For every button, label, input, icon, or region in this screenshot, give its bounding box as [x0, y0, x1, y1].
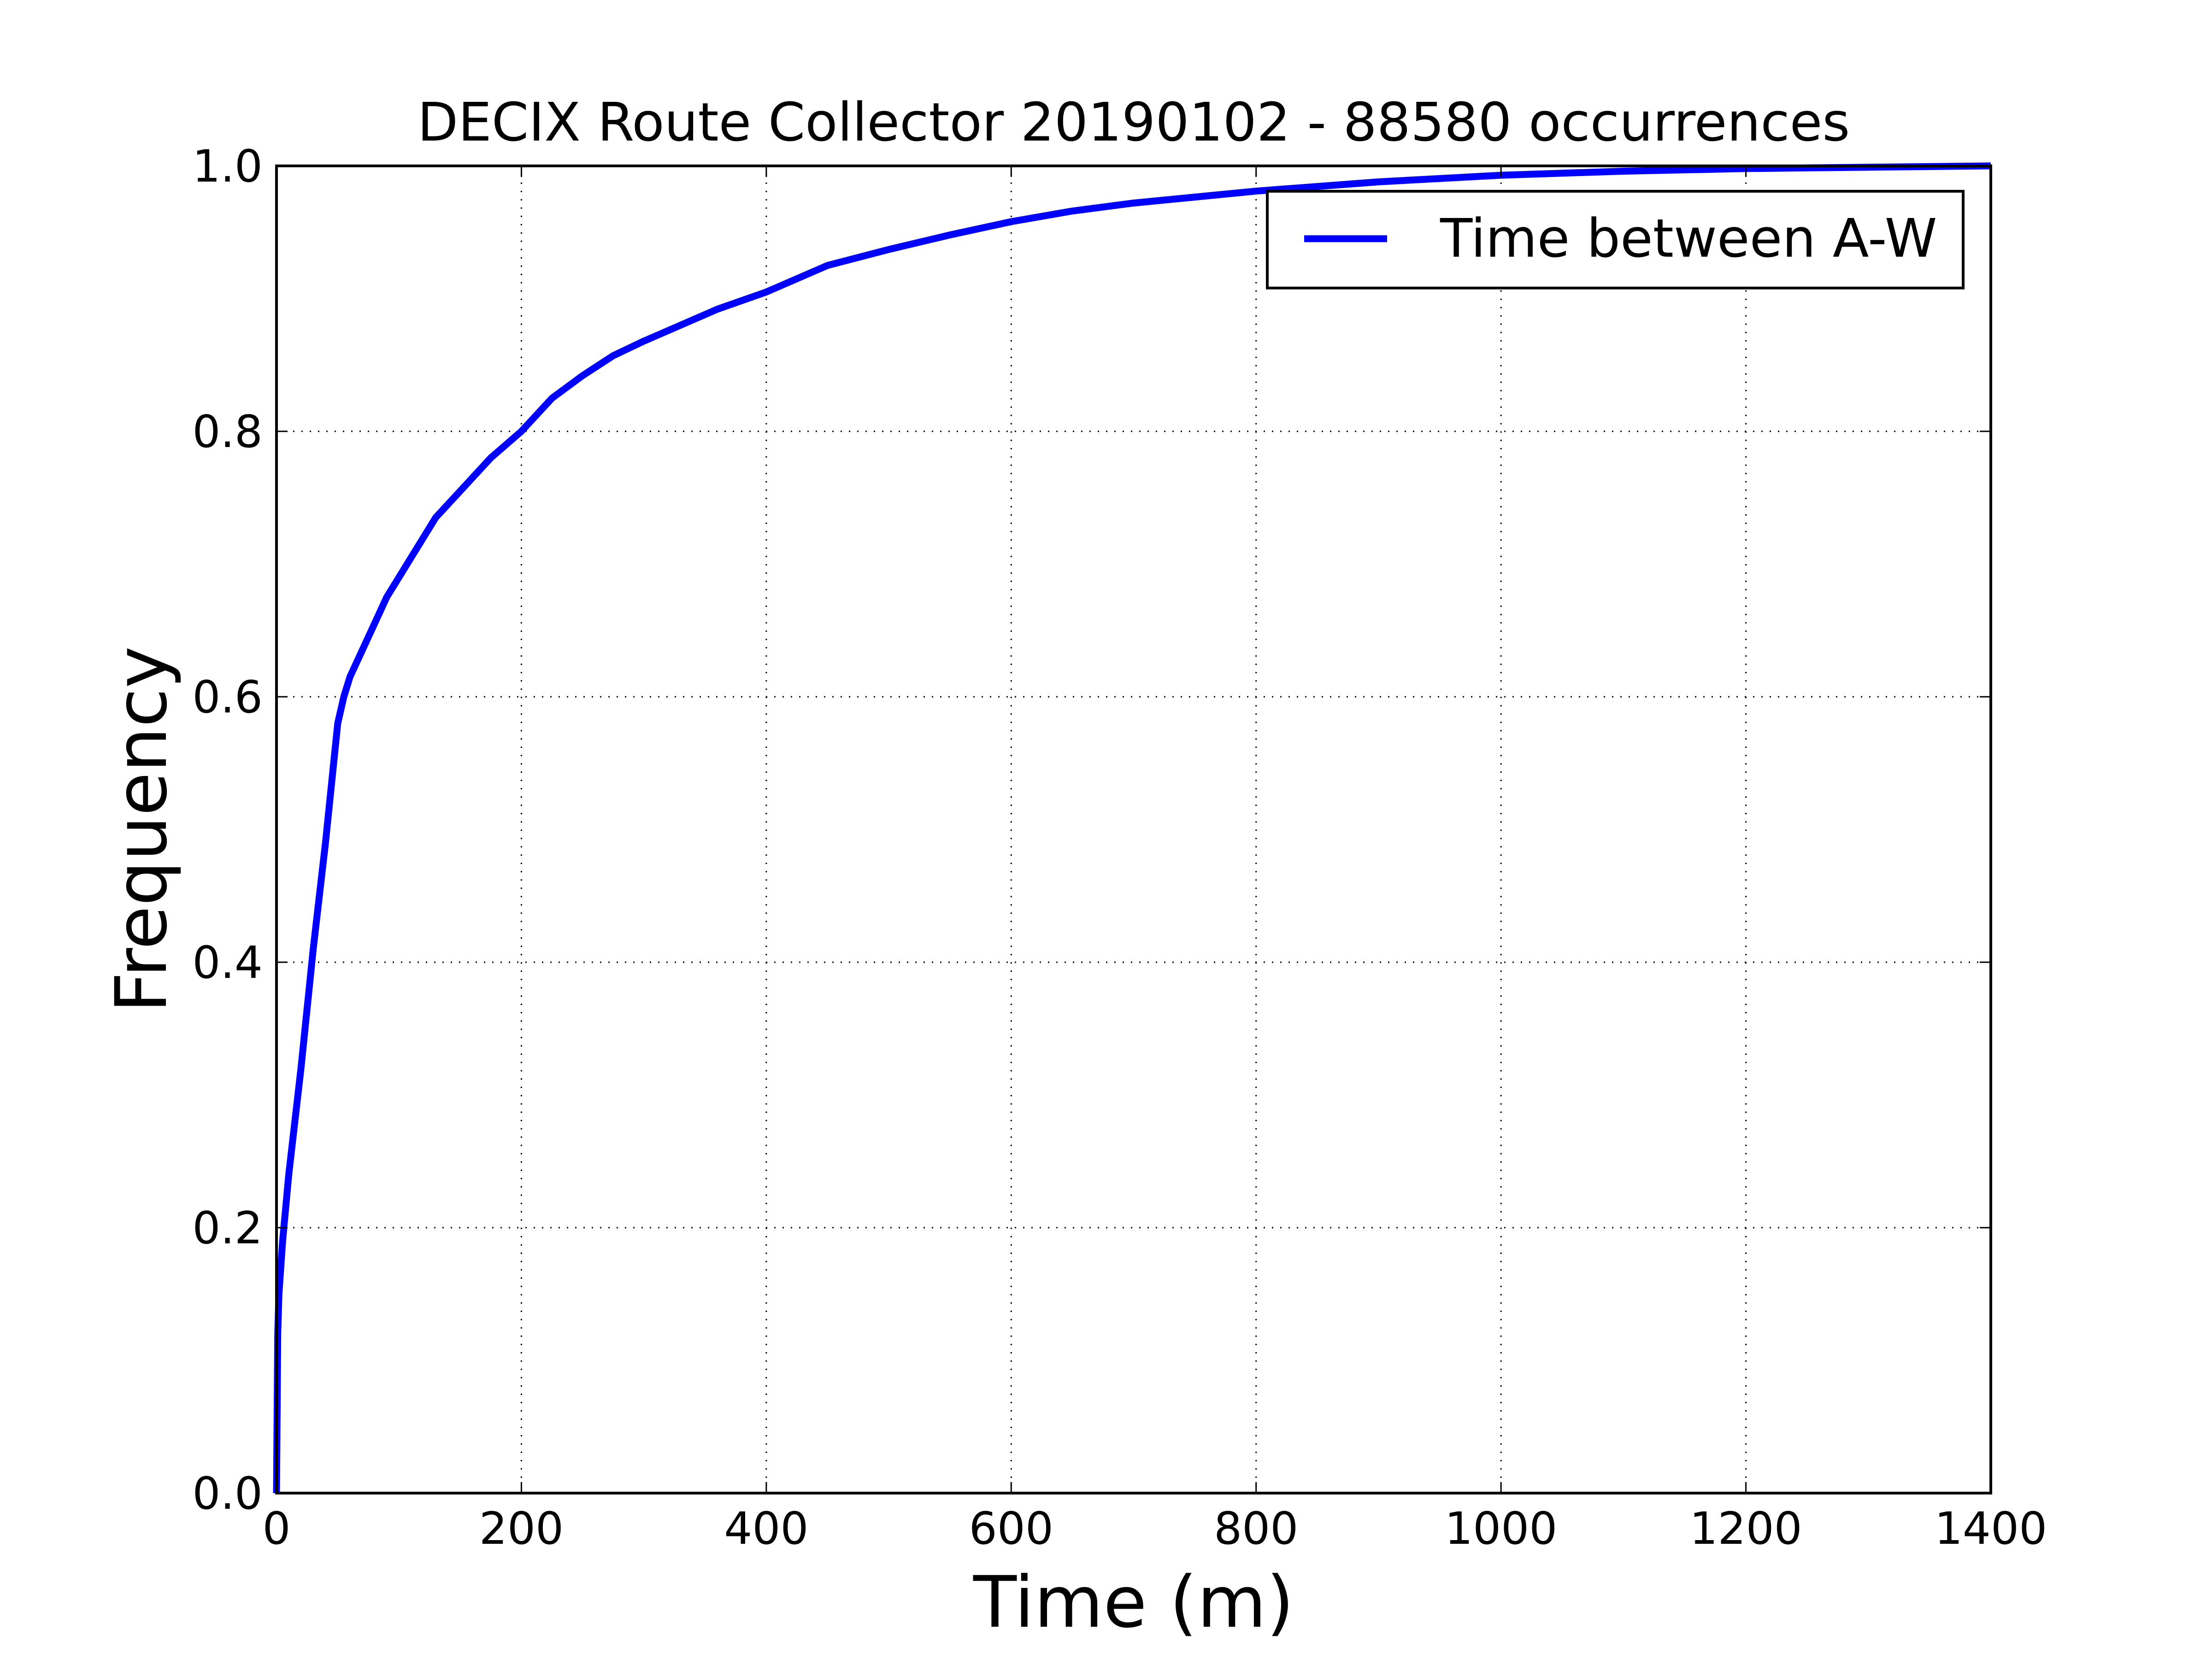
- tick-marks: [276, 165, 1992, 1494]
- x-tick-label: 1200: [1689, 1503, 1802, 1554]
- y-tick-label: 0.2: [192, 1202, 263, 1254]
- x-tick-label: 1000: [1445, 1503, 1557, 1554]
- chart-title: DECIX Route Collector 20190102 - 88580 o…: [418, 92, 1850, 153]
- x-tick-label: 1400: [1935, 1503, 2047, 1554]
- y-tick-label: 0.4: [192, 937, 263, 988]
- series-layer: [273, 162, 1991, 1494]
- x-tick-labels: 0 200 400 600 800 1000 1200 1400: [262, 1503, 2047, 1554]
- y-tick-label: 0.0: [192, 1468, 263, 1519]
- x-tick-label: 400: [724, 1503, 808, 1554]
- plot-frame: [275, 165, 1992, 1494]
- y-tick-label: 0.6: [192, 671, 263, 723]
- y-tick-label: 0.8: [192, 406, 263, 458]
- legend-label: Time between A-W: [1440, 208, 1937, 270]
- y-tick-labels: 0.0 0.2 0.4 0.6 0.8 1.0: [192, 141, 263, 1519]
- y-tick-label: 1.0: [192, 141, 263, 192]
- grid-lines: [276, 166, 1991, 1493]
- x-tick-label: 800: [1214, 1503, 1298, 1554]
- y-axis-label: Frequency: [100, 646, 183, 1013]
- x-tick-label: 200: [479, 1503, 564, 1554]
- x-axis-label: Time (m): [973, 1561, 1294, 1644]
- plot-area: [276, 166, 1991, 1493]
- series-line: [273, 162, 1991, 1494]
- x-tick-label: 600: [969, 1503, 1053, 1554]
- x-tick-label: 0: [262, 1503, 290, 1554]
- legend: Time between A-W: [1266, 190, 1965, 289]
